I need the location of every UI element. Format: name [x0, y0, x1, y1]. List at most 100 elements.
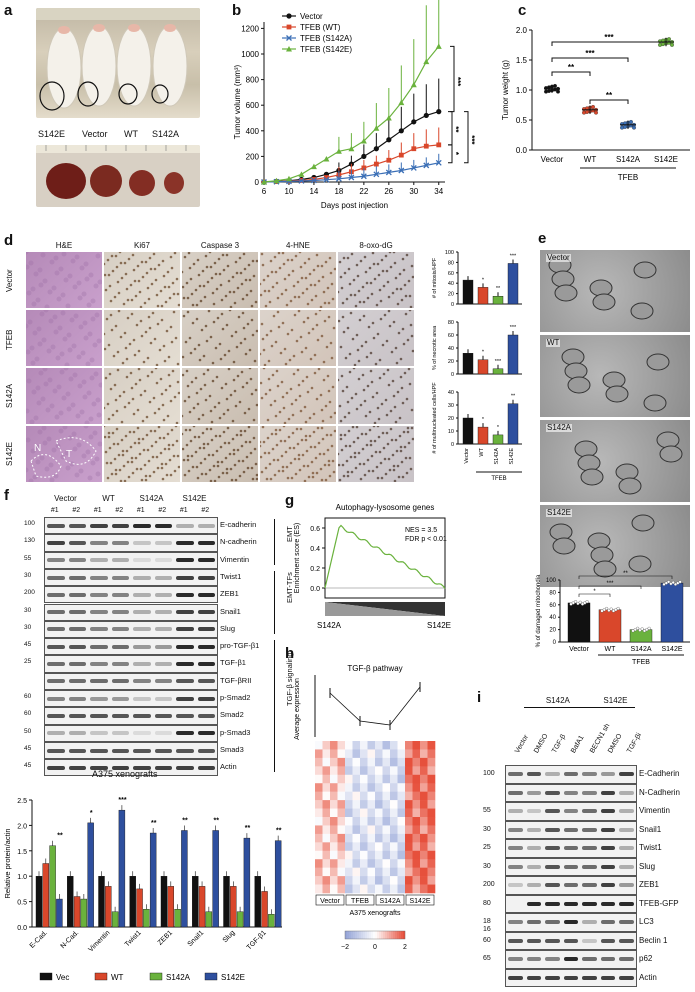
- c-ytick-label: 1.0: [516, 86, 528, 95]
- d-cell: [190, 380, 194, 384]
- d-cell: [374, 362, 378, 366]
- h-heat-cell: [420, 817, 428, 826]
- d-cell: [114, 254, 118, 258]
- d-cell: [303, 405, 307, 409]
- h-heat-cell: [345, 850, 353, 860]
- d-cell: [205, 427, 209, 431]
- h-heat-cell: [360, 833, 368, 843]
- b-point: [385, 115, 392, 121]
- d-cell: [323, 301, 327, 305]
- d-cell: [130, 460, 134, 464]
- d-cell: [26, 264, 30, 270]
- d-cell: [284, 362, 288, 366]
- d-cell: [104, 273, 107, 277]
- h-heat-cell: [390, 800, 398, 809]
- h-heat-cell: [390, 876, 398, 885]
- d-cell: [364, 414, 368, 418]
- b-ytick-label: 1000: [241, 50, 259, 59]
- b-xtick-label: 34: [434, 187, 443, 196]
- d-cell: [298, 252, 302, 254]
- b-point: [385, 169, 392, 176]
- d-cell: [395, 449, 399, 453]
- d-cell: [105, 461, 109, 465]
- f-band: [68, 748, 86, 753]
- d-cell: [168, 384, 172, 388]
- h-heat-cell: [345, 741, 353, 750]
- h-heat-cell: [352, 783, 361, 792]
- b-xtick-label: 22: [359, 187, 368, 196]
- d-cell: [314, 294, 318, 298]
- f-legend-label: S142A: [166, 973, 191, 982]
- d-cell: [173, 252, 177, 255]
- d-cell: [136, 408, 140, 412]
- b-point: [285, 175, 292, 182]
- e-ytick-label: 80: [549, 590, 556, 596]
- d-cell: [360, 432, 364, 436]
- d-cell: [140, 334, 144, 338]
- i-protein-label: E-Cadherin: [639, 769, 680, 778]
- h-heat-cell: [405, 774, 413, 784]
- d-cell: [304, 420, 308, 424]
- f-band: [176, 540, 194, 545]
- d-cell: [231, 437, 235, 441]
- d-cell: [362, 314, 366, 318]
- d-cell: [104, 450, 108, 454]
- h-heat-cell: [360, 859, 368, 868]
- d-cell: [278, 428, 282, 432]
- d-cell: [224, 294, 228, 298]
- d-bar: [507, 334, 519, 375]
- i-band: [508, 809, 523, 814]
- d-cell: [115, 265, 119, 269]
- h-heat-cell: [367, 842, 376, 852]
- i-band: [545, 975, 560, 980]
- d-cell: [341, 301, 345, 305]
- d-star: *: [497, 425, 500, 431]
- d-cell: [264, 466, 268, 470]
- d-cell: [260, 293, 263, 297]
- d-column-header: H&E: [55, 241, 73, 250]
- d-cell: [156, 322, 160, 326]
- d-region-outline: [30, 454, 62, 478]
- h-heat-cell: [360, 817, 368, 826]
- i-band: [563, 920, 579, 925]
- d-cell: [122, 390, 126, 394]
- d-ihc-texture: [26, 368, 102, 424]
- d-cell: [26, 290, 32, 296]
- d-cell: [345, 459, 349, 463]
- d-cell: [227, 441, 231, 445]
- d-cell: [192, 262, 196, 266]
- d-cell: [362, 388, 366, 392]
- d-cell: [96, 412, 102, 418]
- i-mw-label: 30: [483, 825, 491, 833]
- d-cell: [278, 266, 282, 270]
- d-cell: [113, 383, 117, 387]
- d-cell: [397, 475, 401, 479]
- d-cell: [409, 323, 413, 327]
- panel-i: i S142A S142E Vector DMSO TGF-β BafA1 BECN1 sh…: [475, 685, 695, 992]
- d-cell: [244, 278, 248, 282]
- d-cell: [153, 337, 157, 341]
- d-cell: [72, 284, 78, 290]
- d-cell: [402, 342, 406, 346]
- h-heat-cell: [382, 757, 391, 767]
- d-cell: [235, 433, 239, 437]
- b-point: [323, 176, 330, 183]
- f-band: [176, 592, 194, 597]
- d-cell: [167, 355, 171, 359]
- d-cell: [353, 363, 357, 366]
- g-ylabel: Enrichment score (ES): [294, 523, 301, 593]
- f-mw-label: 45: [24, 641, 32, 649]
- d-cell: [33, 415, 39, 421]
- d-cell: [87, 475, 93, 481]
- f-blot-strip: [44, 620, 218, 639]
- d-cell: [64, 362, 70, 366]
- d-cell: [244, 352, 248, 356]
- d-cell: [201, 413, 205, 417]
- d-cell: [324, 260, 328, 264]
- d-cell: [143, 389, 147, 393]
- f-bar: [105, 886, 112, 928]
- f-bar: [136, 888, 143, 928]
- h-colorbar-cell: [401, 931, 404, 939]
- i-band: [526, 772, 542, 777]
